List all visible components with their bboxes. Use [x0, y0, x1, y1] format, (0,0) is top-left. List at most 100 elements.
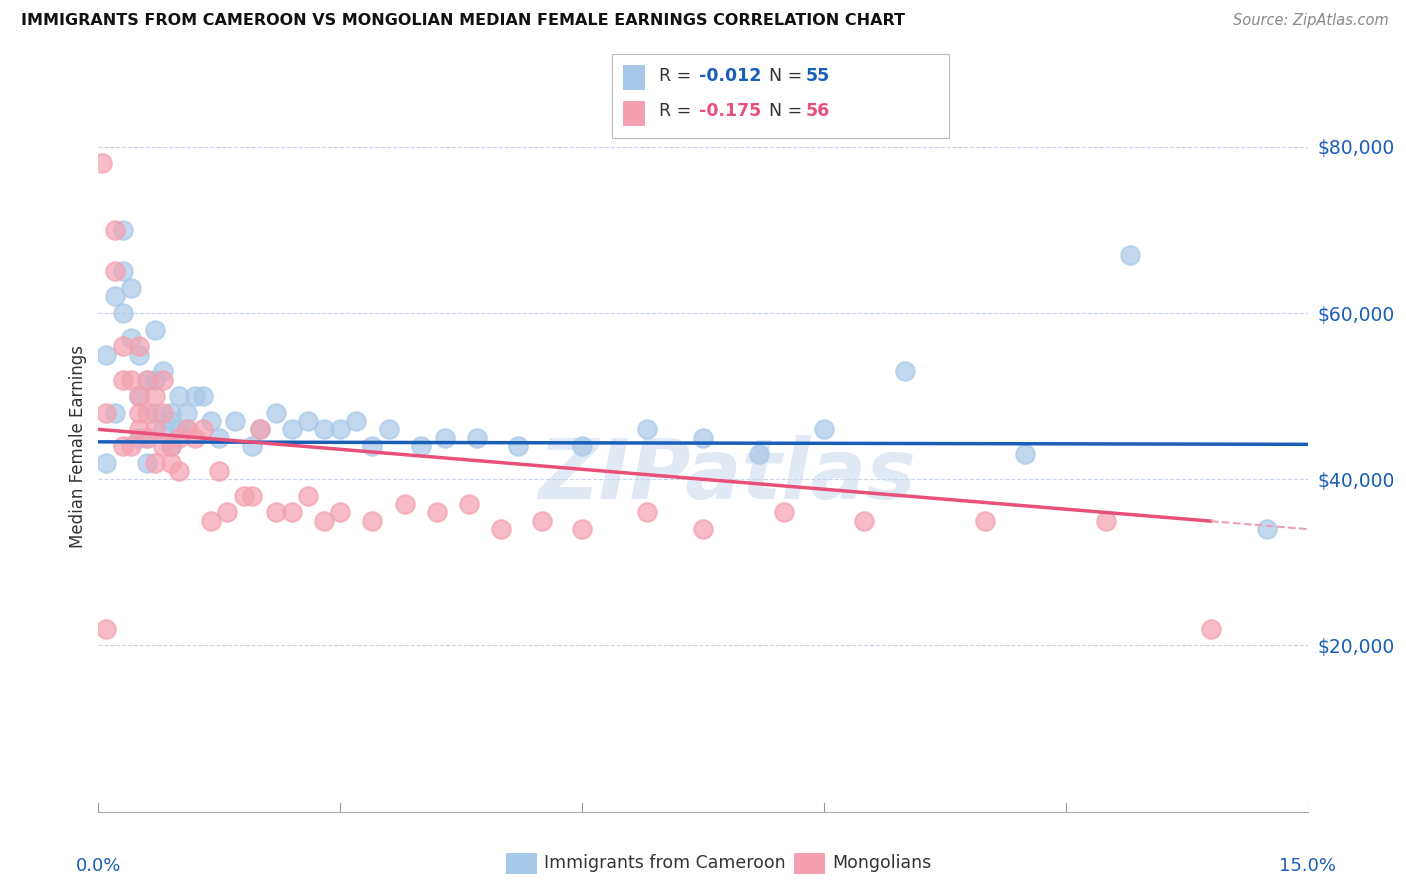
- Point: [143, 456, 166, 470]
- Point: [281, 422, 304, 436]
- Point: [96, 622, 118, 636]
- Point: [167, 464, 190, 478]
- Point: [692, 522, 714, 536]
- Text: 15.0%: 15.0%: [1279, 857, 1336, 875]
- Point: [160, 406, 183, 420]
- Point: [103, 264, 125, 278]
- Text: -0.012: -0.012: [699, 67, 761, 85]
- Point: [208, 464, 231, 478]
- Point: [329, 506, 352, 520]
- Point: [103, 223, 125, 237]
- Text: 56: 56: [806, 103, 830, 120]
- Point: [458, 497, 481, 511]
- Point: [409, 439, 432, 453]
- Point: [361, 439, 384, 453]
- Point: [143, 372, 166, 386]
- Point: [152, 406, 174, 420]
- Point: [281, 506, 304, 520]
- Point: [1095, 514, 1118, 528]
- Point: [135, 431, 157, 445]
- Point: [297, 489, 319, 503]
- Text: 0.0%: 0.0%: [76, 857, 121, 875]
- Point: [135, 372, 157, 386]
- Point: [853, 514, 876, 528]
- Point: [193, 389, 215, 403]
- Point: [193, 422, 215, 436]
- Text: R =: R =: [659, 103, 697, 120]
- Point: [176, 422, 198, 436]
- Point: [143, 389, 166, 403]
- Point: [377, 422, 399, 436]
- Point: [184, 389, 207, 403]
- Point: [491, 522, 513, 536]
- Text: Source: ZipAtlas.com: Source: ZipAtlas.com: [1233, 13, 1389, 29]
- Point: [167, 389, 190, 403]
- Point: [96, 406, 118, 420]
- Point: [111, 306, 134, 320]
- Point: [184, 431, 207, 445]
- Point: [217, 506, 239, 520]
- Point: [111, 223, 134, 237]
- Point: [128, 389, 150, 403]
- Point: [636, 506, 658, 520]
- Point: [152, 422, 174, 436]
- Point: [314, 422, 336, 436]
- Point: [135, 406, 157, 420]
- Point: [200, 414, 222, 428]
- Text: Mongolians: Mongolians: [832, 855, 932, 872]
- Point: [103, 406, 125, 420]
- Point: [91, 156, 114, 170]
- Point: [120, 372, 142, 386]
- Point: [135, 431, 157, 445]
- Point: [160, 456, 183, 470]
- Text: ZIPatlas: ZIPatlas: [538, 434, 917, 516]
- Point: [103, 289, 125, 303]
- Text: N =: N =: [769, 103, 808, 120]
- Point: [120, 281, 142, 295]
- Point: [465, 431, 488, 445]
- Point: [176, 422, 198, 436]
- Point: [143, 422, 166, 436]
- Point: [506, 439, 529, 453]
- Point: [240, 489, 263, 503]
- Point: [571, 439, 593, 453]
- Point: [772, 506, 794, 520]
- Point: [264, 406, 287, 420]
- Point: [1256, 522, 1278, 536]
- Point: [232, 489, 254, 503]
- Point: [200, 514, 222, 528]
- Text: IMMIGRANTS FROM CAMEROON VS MONGOLIAN MEDIAN FEMALE EARNINGS CORRELATION CHART: IMMIGRANTS FROM CAMEROON VS MONGOLIAN ME…: [21, 13, 905, 29]
- Point: [434, 431, 457, 445]
- Point: [152, 372, 174, 386]
- Point: [264, 506, 287, 520]
- Point: [692, 431, 714, 445]
- Point: [111, 264, 134, 278]
- Point: [128, 422, 150, 436]
- Point: [636, 422, 658, 436]
- Point: [1199, 622, 1222, 636]
- Point: [1014, 447, 1036, 461]
- Point: [224, 414, 246, 428]
- Point: [240, 439, 263, 453]
- Point: [426, 506, 449, 520]
- Point: [394, 497, 416, 511]
- Point: [120, 331, 142, 345]
- Point: [120, 439, 142, 453]
- Point: [160, 439, 183, 453]
- Text: R =: R =: [659, 67, 697, 85]
- Point: [893, 364, 915, 378]
- Point: [128, 431, 150, 445]
- Text: 55: 55: [806, 67, 830, 85]
- Point: [748, 447, 770, 461]
- Point: [128, 406, 150, 420]
- Text: Immigrants from Cameroon: Immigrants from Cameroon: [544, 855, 786, 872]
- Text: -0.175: -0.175: [699, 103, 761, 120]
- Point: [249, 422, 271, 436]
- Point: [314, 514, 336, 528]
- Point: [111, 372, 134, 386]
- Point: [571, 522, 593, 536]
- Point: [152, 364, 174, 378]
- Point: [344, 414, 367, 428]
- Point: [530, 514, 553, 528]
- Point: [128, 389, 150, 403]
